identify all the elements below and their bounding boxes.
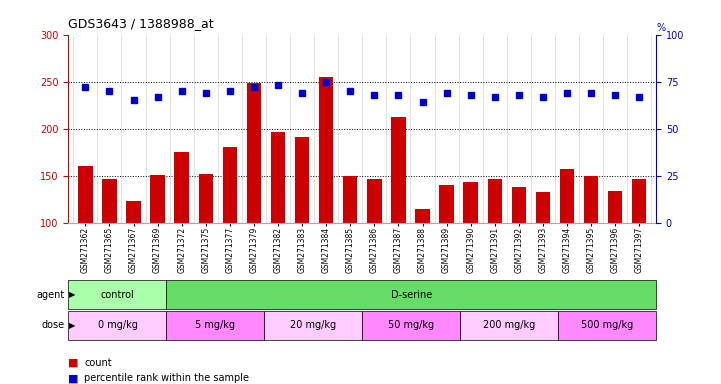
Text: 5 mg/kg: 5 mg/kg bbox=[195, 320, 235, 331]
Bar bbox=[78, 166, 92, 223]
Bar bbox=[265, 311, 363, 340]
Bar bbox=[584, 176, 598, 223]
Bar bbox=[174, 152, 189, 223]
Bar bbox=[295, 137, 309, 223]
Text: ▶: ▶ bbox=[69, 321, 76, 330]
Bar bbox=[632, 179, 647, 223]
Bar bbox=[247, 83, 261, 223]
Text: ■: ■ bbox=[68, 373, 82, 383]
Text: percentile rank within the sample: percentile rank within the sample bbox=[84, 373, 249, 383]
Bar bbox=[558, 311, 656, 340]
Bar bbox=[487, 179, 502, 223]
Bar bbox=[415, 209, 430, 223]
Text: count: count bbox=[84, 358, 112, 368]
Text: 200 mg/kg: 200 mg/kg bbox=[483, 320, 535, 331]
Bar bbox=[536, 192, 550, 223]
Text: D-serine: D-serine bbox=[391, 290, 432, 300]
Bar bbox=[126, 201, 141, 223]
Text: 500 mg/kg: 500 mg/kg bbox=[581, 320, 633, 331]
Bar bbox=[167, 311, 265, 340]
Bar bbox=[608, 191, 622, 223]
Bar bbox=[151, 175, 165, 223]
Bar bbox=[512, 187, 526, 223]
Bar bbox=[392, 118, 406, 223]
Bar bbox=[460, 311, 558, 340]
Bar bbox=[68, 280, 167, 309]
Bar bbox=[198, 174, 213, 223]
Text: %: % bbox=[656, 23, 665, 33]
Text: 50 mg/kg: 50 mg/kg bbox=[388, 320, 434, 331]
Bar bbox=[223, 147, 237, 223]
Text: GDS3643 / 1388988_at: GDS3643 / 1388988_at bbox=[68, 17, 214, 30]
Text: 0 mg/kg: 0 mg/kg bbox=[97, 320, 138, 331]
Bar bbox=[559, 169, 574, 223]
Bar bbox=[363, 311, 460, 340]
Text: control: control bbox=[101, 290, 134, 300]
Bar bbox=[271, 132, 286, 223]
Bar bbox=[343, 176, 358, 223]
Text: ▶: ▶ bbox=[69, 290, 76, 299]
Text: dose: dose bbox=[42, 320, 65, 331]
Bar bbox=[367, 179, 381, 223]
Bar bbox=[102, 179, 117, 223]
Bar bbox=[319, 77, 333, 223]
Text: 20 mg/kg: 20 mg/kg bbox=[291, 320, 337, 331]
Bar bbox=[464, 182, 478, 223]
Bar bbox=[167, 280, 656, 309]
Text: ■: ■ bbox=[68, 358, 82, 368]
Bar bbox=[68, 311, 167, 340]
Text: agent: agent bbox=[37, 290, 65, 300]
Bar bbox=[439, 185, 454, 223]
